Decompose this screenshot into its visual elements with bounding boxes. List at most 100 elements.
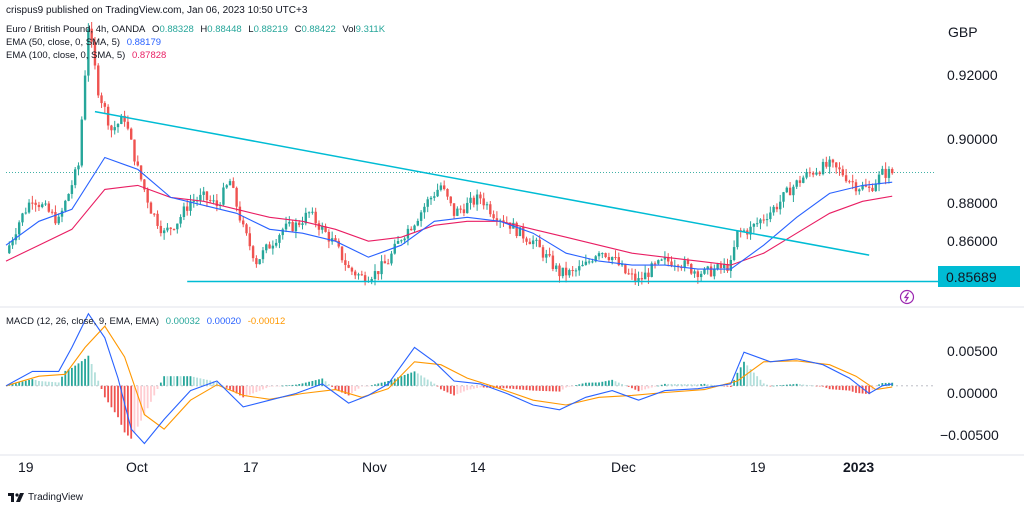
candle-body	[808, 172, 812, 174]
candle-body	[627, 273, 630, 275]
candle-body	[723, 263, 726, 269]
macd-histogram-bar	[855, 385, 857, 393]
candle-body	[344, 260, 347, 265]
macd-histogram-bar	[117, 385, 119, 418]
macd-histogram-bar	[729, 385, 732, 387]
macd-histogram-bar	[410, 372, 413, 386]
macd-histogram-bar	[677, 384, 679, 386]
ema50-value: 0.88179	[126, 37, 162, 48]
candle-body	[472, 197, 476, 205]
candle-body	[17, 222, 21, 235]
macd-histogram-bar	[430, 381, 432, 386]
macd-histogram-bar	[133, 385, 136, 433]
macd-legend[interactable]: MACD (12, 26, close, 9, EMA, EMA) 0.0003…	[6, 316, 289, 327]
candle-body	[291, 221, 294, 232]
candle-body	[304, 212, 308, 224]
candle-body	[485, 204, 489, 206]
macd-histogram-bar	[555, 385, 558, 392]
alert-icon[interactable]	[899, 289, 915, 305]
candle-body	[522, 227, 525, 239]
candle-body	[818, 172, 821, 175]
price-pane[interactable]	[5, 22, 938, 287]
candle-body	[719, 264, 723, 269]
macd-histogram-bar	[723, 385, 726, 387]
macd-histogram-bar	[41, 381, 44, 386]
macd-histogram-bar	[874, 385, 877, 387]
macd-histogram-bar	[446, 385, 449, 393]
macd-histogram-bar	[469, 385, 472, 390]
candle-body	[775, 206, 779, 210]
macd-histogram-bar	[443, 385, 446, 391]
macd-line	[5, 312, 893, 445]
candle-body	[545, 254, 548, 258]
macd-histogram-bar	[706, 384, 709, 386]
macd-histogram-bar	[206, 379, 208, 386]
candle-body	[442, 185, 446, 190]
macd-pane[interactable]	[5, 312, 935, 445]
candle-body	[44, 203, 47, 205]
macd-histogram-bar	[341, 385, 343, 393]
candle-body	[410, 228, 413, 231]
candle-body	[841, 169, 845, 176]
macd-histogram-bar	[314, 380, 317, 386]
candle-body	[215, 200, 219, 207]
candle-body	[551, 255, 555, 270]
candle-body	[298, 222, 301, 225]
candle-body	[874, 184, 877, 192]
macd-histogram-bar	[327, 384, 330, 386]
macd-histogram-bar	[551, 385, 554, 392]
macd-histogram-bar	[818, 385, 821, 387]
candle-body	[314, 211, 317, 224]
macd-histogram-bar	[749, 368, 752, 386]
macd-histogram-bar	[693, 384, 696, 386]
candle-body	[21, 213, 24, 223]
candle-body	[449, 196, 452, 204]
macd-histogram-bar	[47, 381, 50, 386]
macd-histogram-bar	[318, 379, 320, 386]
candle-body	[93, 41, 97, 66]
candle-body	[37, 204, 41, 208]
ema100-legend[interactable]: EMA (100, close, 0, SMA, 5) 0.87828	[6, 50, 170, 61]
candle-body	[347, 264, 350, 268]
candle-body	[864, 185, 868, 187]
candle-body	[653, 263, 657, 265]
macd-histogram-bar	[561, 385, 564, 390]
macd-histogram-bar	[594, 382, 597, 386]
candle-body	[199, 194, 202, 201]
candle-body	[255, 258, 258, 265]
macd-histogram-bar	[222, 385, 225, 387]
macd-histogram-bar	[67, 369, 70, 386]
macd-histogram-bar	[512, 385, 515, 389]
symbol-legend[interactable]: Euro / British Pound, 4h, OANDA O0.88328…	[6, 24, 389, 35]
candle-body	[439, 185, 443, 190]
candle-body	[620, 264, 624, 266]
candle-body	[571, 269, 574, 271]
macd-histogram-bar	[159, 382, 162, 386]
ema50-legend[interactable]: EMA (50, close, 0, SMA, 5) 0.88179	[6, 37, 165, 48]
macd-histogram-bar	[868, 385, 871, 395]
candle-body	[106, 106, 110, 126]
ema50-line	[5, 156, 893, 270]
candle-body	[811, 172, 815, 175]
footer-brand[interactable]: TradingView	[8, 492, 83, 503]
macd-histogram-bar	[621, 384, 623, 386]
macd-histogram-bar	[861, 385, 864, 394]
macd-histogram-bar	[654, 385, 656, 387]
macd-histogram-bar	[324, 381, 327, 386]
macd-histogram-bar	[360, 385, 363, 387]
macd-tick: 0.00500	[947, 343, 998, 359]
candle-body	[736, 230, 739, 248]
macd-histogram-bar	[113, 385, 116, 413]
candle-body	[696, 271, 700, 278]
candle-body	[202, 191, 205, 195]
candle-body	[828, 159, 831, 167]
macd-histogram-bar	[351, 385, 353, 394]
macd-histogram-bar	[519, 385, 521, 390]
candle-body	[433, 196, 436, 198]
candle-body	[482, 198, 485, 206]
macd-histogram-bar	[136, 385, 139, 427]
macd-histogram-bar	[70, 367, 73, 386]
candle-body	[884, 168, 887, 178]
candle-body	[554, 265, 558, 270]
candle-body	[732, 247, 736, 260]
